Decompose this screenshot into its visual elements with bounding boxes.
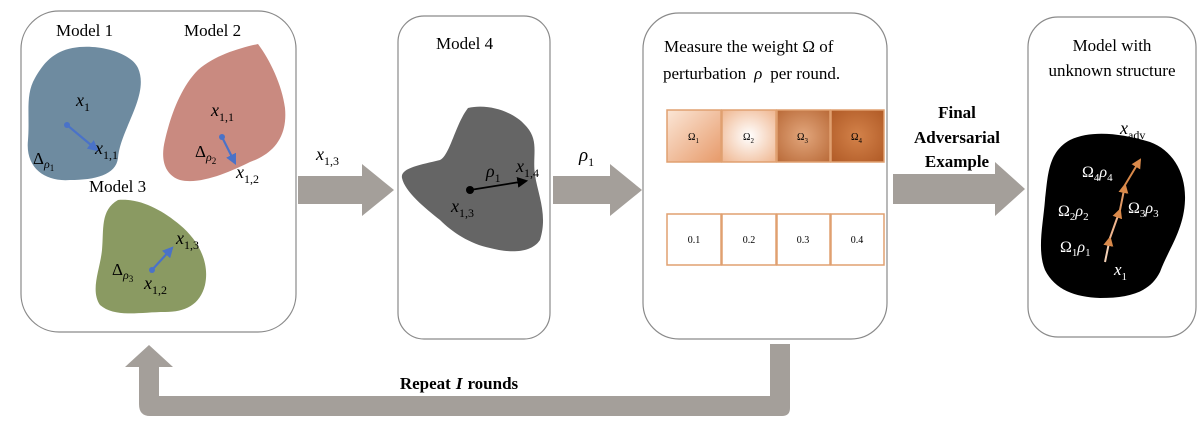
value-label-2: 0.2	[743, 235, 756, 246]
weights-row: Ω1 Ω2 Ω3 Ω4	[666, 109, 885, 163]
value-cell-4	[830, 213, 885, 266]
value-cell-2	[721, 213, 777, 266]
model4-rho-label: ρ1	[485, 161, 501, 185]
weights-title-line1: Measure the weight Ω of	[664, 37, 834, 56]
model2-blob	[163, 44, 286, 182]
path-step-1	[1103, 236, 1114, 263]
panel-weights	[642, 12, 888, 340]
path-step-3	[1118, 183, 1129, 211]
path-step-4	[1124, 158, 1142, 186]
final-label-line3: Example	[925, 152, 990, 171]
value-cell-3	[776, 213, 831, 266]
model1-start-point	[64, 122, 70, 128]
step1-label: Ω1ρ1	[1060, 239, 1091, 259]
unknown-title-line2: unknown structure	[1048, 61, 1175, 80]
value-label-3: 0.3	[797, 235, 810, 246]
model2-delta-label: Δρ2	[195, 142, 216, 166]
arrow-panel3-to-panel4	[893, 162, 1025, 216]
model3-blob	[95, 199, 207, 314]
model3-perturbation-arrow	[151, 246, 174, 271]
model4-x13-label: x1,3	[450, 196, 474, 220]
model4-start-point	[466, 186, 474, 194]
weight-label-1: Ω1	[688, 132, 699, 145]
arrow-panel1-to-panel2	[298, 164, 394, 216]
weight-cell-1	[666, 109, 722, 163]
x1-start-label: x1	[1113, 260, 1127, 283]
arrow1-label: x1,3	[315, 144, 339, 168]
model1-blob	[27, 46, 141, 181]
repeat-loop-arrow	[125, 344, 790, 416]
model3-delta-label: Δρ3	[112, 260, 134, 284]
path-step-2	[1109, 208, 1123, 239]
value-label-4: 0.4	[851, 235, 864, 246]
adversarial-path	[1103, 158, 1142, 263]
model2-x11-label: x1,1	[210, 100, 234, 124]
model1-x11-label: x1,1	[94, 138, 118, 162]
model1-x1-label: x1	[75, 90, 90, 114]
arrow2-label: ρ1	[578, 145, 594, 169]
values-row: 0.1 0.2 0.3 0.4	[666, 213, 885, 266]
step2-label: Ω2ρ2	[1058, 203, 1089, 223]
final-label-line1: Final	[938, 103, 976, 122]
weight-label-3: Ω3	[797, 132, 808, 145]
model1-perturbation-arrow	[66, 124, 99, 152]
weight-cell-4	[830, 109, 885, 163]
weight-cell-2	[721, 109, 777, 163]
model3-x13-label: x1,3	[175, 228, 199, 252]
model1-title: Model 1	[56, 21, 113, 40]
weight-label-4: Ω4	[851, 132, 862, 145]
model2-x12-label: x1,2	[235, 162, 259, 186]
model4-blob	[401, 106, 544, 252]
model2-title: Model 2	[184, 21, 241, 40]
final-label-line2: Adversarial	[914, 128, 1000, 147]
arrow-panel2-to-panel3	[553, 164, 642, 216]
value-label-1: 0.1	[688, 235, 701, 246]
x-adv-label: xadv	[1119, 118, 1145, 142]
value-cell-1	[666, 213, 722, 266]
weight-cell-3	[776, 109, 831, 163]
step3-label: Ω3ρ3	[1128, 200, 1159, 220]
model3-title: Model 3	[89, 177, 146, 196]
model1-delta-label: Δρ1	[33, 149, 54, 173]
model3-x12-label: x1,2	[143, 273, 167, 297]
model4-title: Model 4	[436, 34, 494, 53]
model4-x14-label: x1,4	[515, 156, 539, 180]
model3-start-point	[149, 267, 155, 273]
model2-start-point	[219, 134, 225, 140]
weight-label-2: Ω2	[743, 132, 754, 145]
model4-perturbation-arrow	[469, 177, 529, 191]
weights-title-line2: perturbation ρ per round.	[663, 64, 840, 83]
step4-label: Ω4ρ4	[1082, 164, 1113, 184]
model2-perturbation-arrow	[221, 136, 236, 165]
unknown-title-line1: Model with	[1073, 36, 1152, 55]
